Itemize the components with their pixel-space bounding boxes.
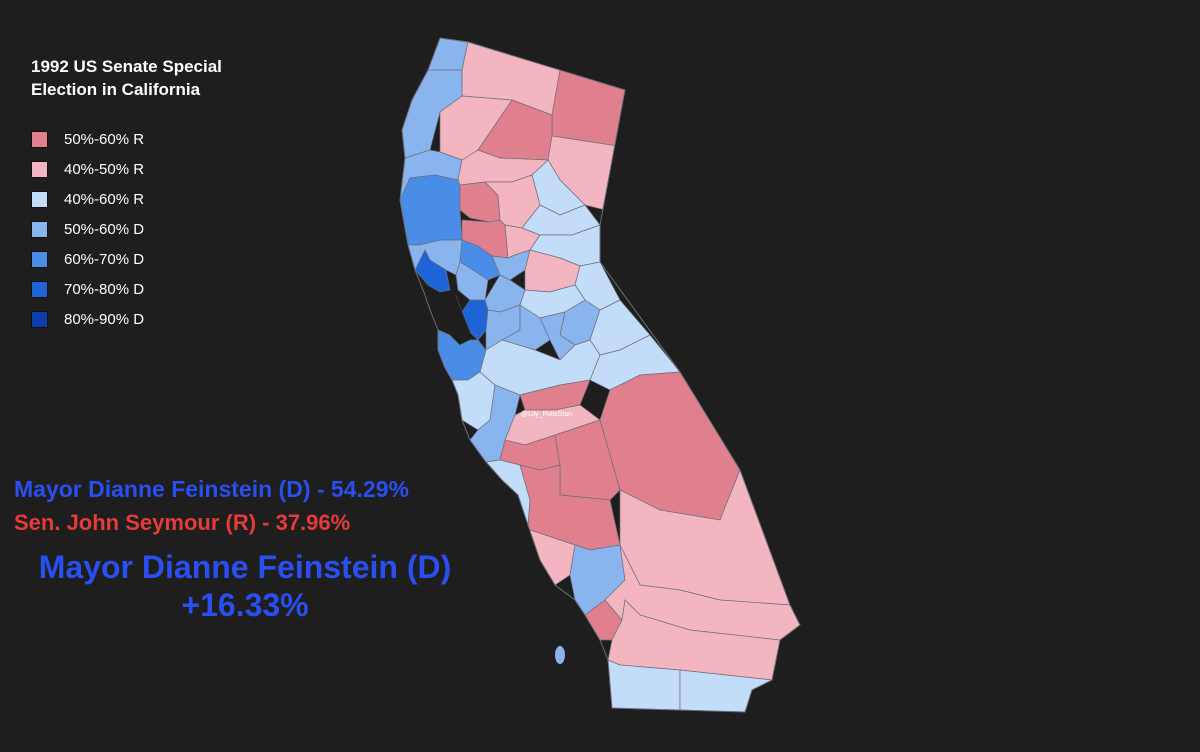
legend-label: 40%-60% R: [64, 190, 145, 208]
map-title-line-2: Election in California: [31, 80, 201, 99]
legend-label: 50%-60% D: [64, 220, 145, 238]
legend-swatch: [31, 130, 48, 148]
legend-label: 50%-60% R: [64, 130, 145, 148]
state-outline: [399, 37, 801, 713]
county: [551, 69, 626, 147]
county: [414, 249, 451, 293]
legend-swatch: [31, 310, 48, 328]
legend-label: 70%-80% D: [64, 280, 145, 298]
legend-label: 40%-50% R: [64, 160, 145, 178]
legend-swatch: [31, 190, 48, 208]
legend-item: 50%-60% D: [31, 214, 144, 244]
map-title-line-1: 1992 US Senate Special: [31, 57, 222, 76]
legend-swatch: [31, 280, 48, 298]
legend-item: 40%-60% R: [31, 184, 144, 214]
legend-swatch: [31, 250, 48, 268]
winner-summary: Mayor Dianne Feinstein (D) +16.33%: [10, 548, 480, 624]
winner-name: Mayor Dianne Feinstein (D): [38, 549, 452, 585]
watermark: @Lily_PolisStan: [521, 411, 573, 418]
legend-swatch: [31, 160, 48, 178]
legend-item: 50%-60% R: [31, 124, 144, 154]
map-title: 1992 US Senate Special Election in Calif…: [31, 55, 291, 101]
channel-islands: [505, 571, 592, 666]
legend-item: 40%-50% R: [31, 154, 144, 184]
bay-water: [438, 292, 470, 345]
legend-swatch: [31, 220, 48, 238]
legend-item: 80%-90% D: [31, 304, 144, 334]
legend: 50%-60% R 40%-50% R 40%-60% R 50%-60% D …: [31, 124, 144, 334]
legend-item: 60%-70% D: [31, 244, 144, 274]
county: [400, 174, 463, 246]
dem-result: Mayor Dianne Feinstein (D) - 54.29%: [14, 476, 409, 502]
winner-margin: +16.33%: [181, 587, 309, 623]
legend-item: 70%-80% D: [31, 274, 144, 304]
legend-label: 60%-70% D: [64, 250, 145, 268]
legend-label: 80%-90% D: [64, 310, 145, 328]
rep-result: Sen. John Seymour (R) - 37.96%: [14, 510, 351, 535]
